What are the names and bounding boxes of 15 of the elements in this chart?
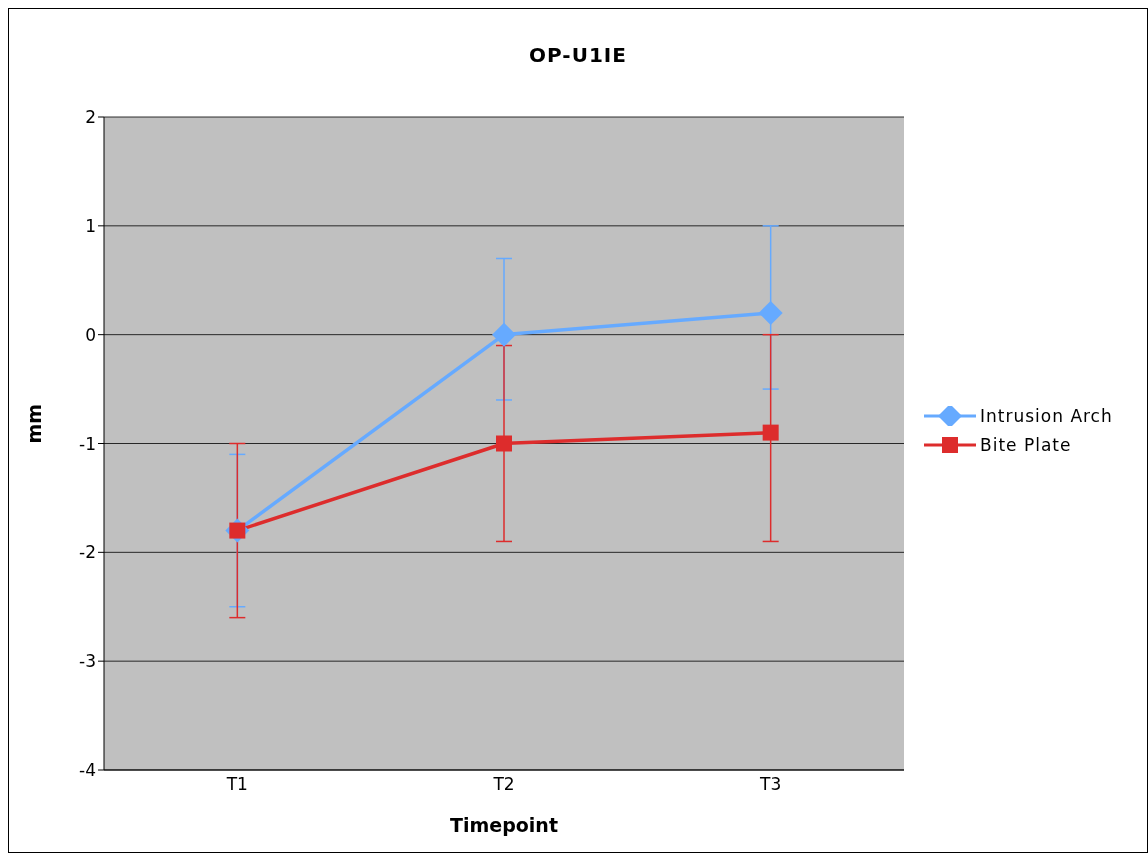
y-tick-label: 2: [85, 107, 96, 128]
y-tick-label: -4: [79, 760, 96, 781]
y-tick-label: -2: [79, 542, 96, 563]
y-tick-label: -1: [79, 433, 96, 454]
legend-label: Intrusion Arch: [980, 406, 1113, 426]
y-axis-title: mm: [22, 403, 45, 444]
x-axis-title: Timepoint: [450, 814, 558, 836]
chart-title: OP-U1IE: [528, 43, 628, 67]
y-tick-label: 1: [85, 215, 96, 236]
x-tick-label: T2: [492, 774, 515, 795]
x-tick-label: T1: [225, 774, 248, 795]
y-tick-label: 0: [85, 324, 96, 345]
y-tick-label: -3: [79, 651, 96, 672]
legend-label: Bite Plate: [980, 435, 1072, 455]
x-tick-label: T3: [759, 774, 782, 795]
